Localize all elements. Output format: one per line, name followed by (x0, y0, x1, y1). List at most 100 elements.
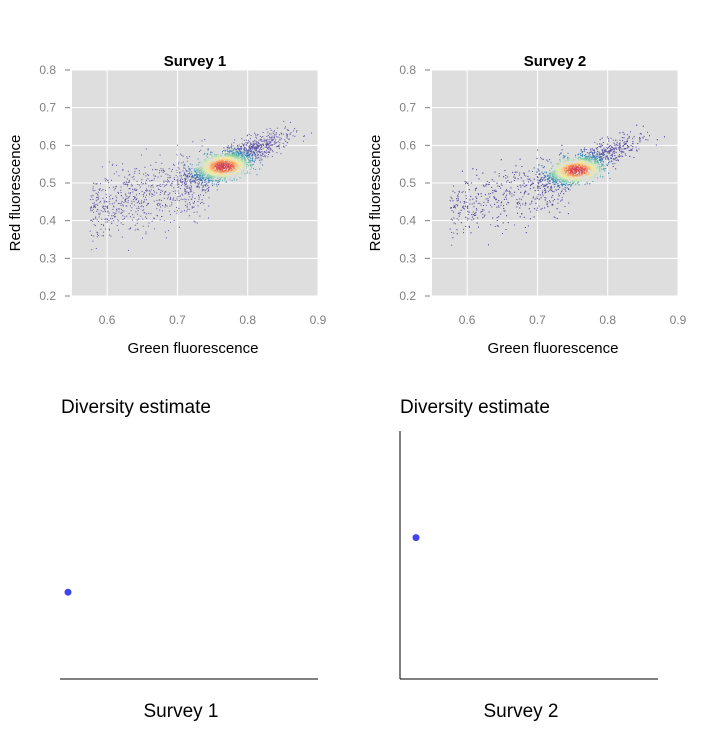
data-point (104, 210, 106, 212)
data-point (205, 179, 207, 181)
data-point (204, 161, 206, 163)
data-point (575, 156, 577, 158)
data-point (619, 146, 620, 148)
data-point (112, 212, 114, 214)
data-point (130, 227, 132, 229)
data-point (221, 171, 223, 173)
data-point (266, 136, 268, 137)
data-point (133, 178, 135, 180)
data-point (563, 171, 565, 173)
data-point (142, 183, 144, 185)
data-point (113, 205, 114, 207)
data-point (181, 181, 183, 183)
data-point (249, 160, 251, 162)
data-point (247, 141, 249, 143)
data-point (519, 158, 521, 160)
data-point (112, 163, 114, 165)
data-point (628, 149, 630, 151)
data-point (234, 157, 236, 159)
data-point (118, 211, 120, 213)
data-point (93, 182, 94, 184)
data-point (549, 170, 551, 171)
data-point (114, 212, 116, 214)
data-point (212, 171, 214, 173)
data-point (227, 158, 229, 159)
data-point (231, 156, 233, 158)
data-point (218, 160, 220, 162)
data-point (146, 189, 148, 191)
data-point (286, 133, 287, 135)
data-point (544, 190, 546, 191)
data-point (247, 172, 248, 174)
data-point (221, 161, 223, 162)
data-point (210, 157, 212, 159)
data-point (198, 182, 200, 184)
data-point (99, 188, 101, 190)
data-point (206, 188, 208, 190)
data-point (591, 159, 593, 161)
data-point (233, 142, 235, 144)
data-point (259, 152, 260, 153)
data-point (159, 204, 161, 206)
data-point (240, 165, 242, 167)
data-point (243, 164, 245, 165)
data-point (191, 194, 193, 196)
data-point (228, 159, 230, 161)
data-point (215, 174, 217, 176)
data-point (458, 199, 459, 201)
data-point (494, 189, 496, 191)
data-point (113, 206, 115, 208)
data-point (603, 165, 605, 167)
data-point (156, 185, 158, 187)
data-point (584, 159, 586, 161)
data-point (249, 172, 251, 174)
data-point (252, 153, 254, 155)
data-point (169, 221, 171, 223)
data-point (177, 183, 179, 185)
data-point (213, 175, 215, 177)
data-point (225, 160, 227, 162)
data-point (124, 200, 126, 202)
data-point (576, 170, 577, 172)
data-point (217, 181, 219, 183)
data-point (228, 148, 230, 150)
data-point (188, 192, 189, 193)
data-point (224, 165, 226, 167)
data-point (210, 167, 212, 169)
data-point (100, 183, 101, 185)
data-point (480, 195, 482, 197)
data-point (245, 144, 247, 145)
data-point (229, 169, 231, 171)
data-point (609, 161, 611, 163)
data-point (159, 194, 161, 196)
data-point (226, 167, 228, 169)
data-point (194, 177, 196, 179)
data-point (105, 178, 107, 180)
data-point (224, 159, 225, 160)
data-point (271, 137, 273, 139)
data-point (222, 171, 224, 173)
data-point (620, 145, 621, 147)
data-point (114, 214, 116, 216)
data-point (639, 138, 641, 140)
data-point (213, 166, 215, 168)
data-point (216, 178, 218, 180)
data-point (136, 189, 138, 191)
data-point (223, 150, 225, 152)
data-point (190, 179, 192, 180)
data-point (541, 165, 543, 167)
data-point (97, 197, 99, 198)
data-point (289, 133, 291, 135)
data-point (266, 143, 268, 145)
data-point (164, 231, 166, 233)
data-point (580, 169, 582, 171)
data-point (557, 202, 559, 204)
data-point (146, 188, 147, 190)
data-point (214, 176, 215, 178)
data-point (198, 169, 200, 171)
x-axis-label: Green fluorescence (128, 340, 259, 357)
data-point (227, 151, 229, 153)
data-point (251, 147, 253, 149)
data-point (141, 209, 143, 211)
data-point (585, 167, 587, 169)
